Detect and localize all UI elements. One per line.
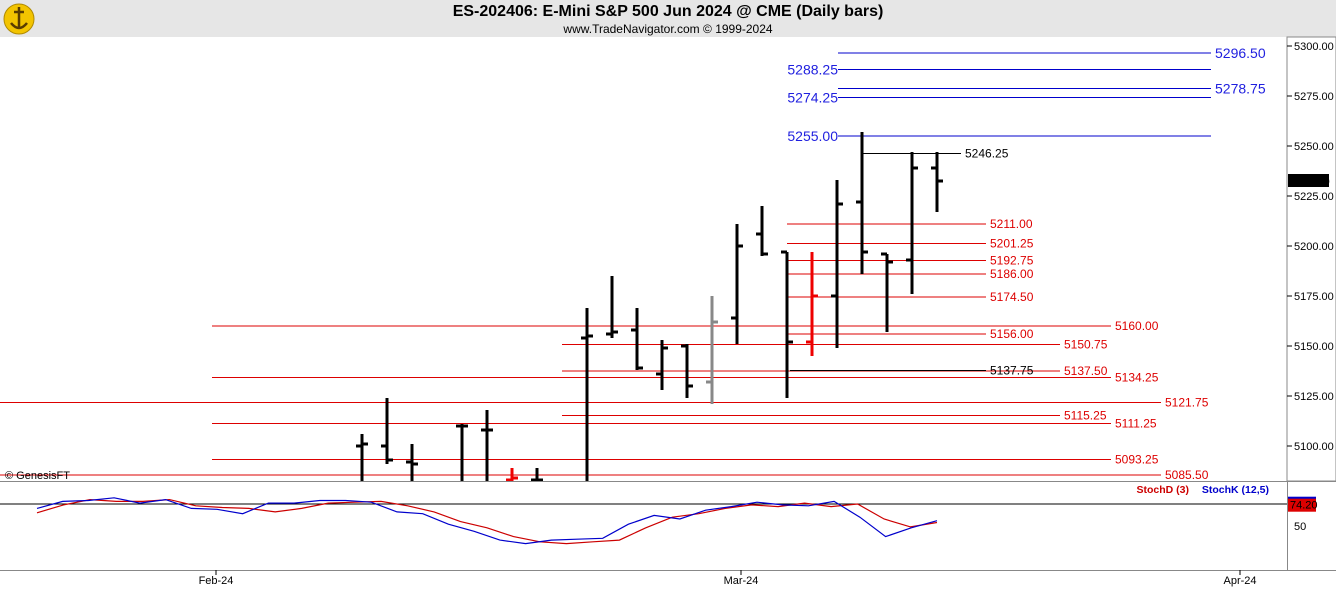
price-bar	[481, 410, 493, 481]
price-tick-label: 5200.00	[1294, 241, 1334, 253]
reference-label: 5246.25	[965, 147, 1009, 161]
price-bar	[906, 152, 918, 294]
price-bar	[631, 308, 643, 370]
resistance-label: 5296.50	[1215, 45, 1266, 61]
price-bar	[606, 276, 618, 338]
support-label: 5134.25	[1115, 371, 1159, 385]
time-tick-label: Apr-24	[1223, 575, 1256, 587]
resistance-label: 5278.75	[1215, 81, 1266, 97]
price-bar	[781, 250, 793, 398]
price-bar	[681, 344, 693, 398]
support-label: 5201.25	[990, 237, 1034, 251]
resistance-label: 5288.25	[787, 62, 838, 78]
support-label: 5121.75	[1165, 396, 1209, 410]
support-label: 5093.25	[1115, 453, 1159, 467]
price-bar	[731, 224, 743, 344]
price-tick-label: 5300.00	[1294, 41, 1334, 53]
support-label: 5156.00	[990, 327, 1034, 341]
last-price-label: 5232.50	[1290, 176, 1330, 188]
support-label: 5150.75	[1064, 338, 1108, 352]
stochastic-tick-label: 50	[1294, 521, 1306, 533]
reference-label: 5137.75	[990, 364, 1034, 378]
price-bar	[406, 444, 418, 481]
price-bar	[506, 468, 518, 482]
price-tick-label: 5275.00	[1294, 91, 1334, 103]
price-bar	[881, 252, 893, 332]
time-axis: Feb-24 Mar-24 Apr-24	[0, 570, 1336, 587]
price-tick-label: 5175.00	[1294, 291, 1334, 303]
support-label: 5111.25	[1115, 417, 1157, 431]
price-bar	[456, 424, 468, 481]
stochastic-value-label: 74.20	[1290, 500, 1318, 512]
price-tick-label: 5150.00	[1294, 341, 1334, 353]
price-tick-label: 5125.00	[1294, 391, 1334, 403]
watermark: © GenesisFT	[5, 470, 70, 482]
support-label: 5186.00	[990, 267, 1034, 281]
stochastic-panel: 50 74.20	[0, 481, 1318, 571]
price-bar	[381, 398, 393, 464]
price-tick-label: 5225.00	[1294, 191, 1334, 203]
price-axis-frame	[1286, 36, 1336, 482]
price-tick-label: 5100.00	[1294, 441, 1334, 453]
last-price-badge	[1288, 174, 1329, 187]
time-tick-label: Mar-24	[724, 575, 759, 587]
legend-stoch-d: StochD (3)	[1137, 484, 1190, 496]
support-label: 5192.75	[990, 254, 1034, 268]
support-label: 5137.50	[1064, 364, 1108, 378]
chart-subtitle: www.TradeNavigator.com © 1999-2024	[563, 22, 773, 36]
support-label: 5174.50	[990, 290, 1034, 304]
stochastic-value-badge	[1288, 498, 1316, 512]
price-bars	[356, 132, 943, 482]
price-bar	[706, 296, 718, 404]
price-bar	[356, 434, 368, 481]
horizontal-levels: 5296.50 5288.25 5278.75 5274.25 5255.00 5211.…	[0, 45, 1266, 482]
stoch-k-line	[36, 497, 938, 545]
support-label: 5115.25	[1064, 409, 1107, 423]
time-tick-label: Feb-24	[199, 575, 234, 587]
resistance-label: 5255.00	[787, 128, 838, 144]
price-bar	[531, 468, 543, 482]
support-label: 5085.50	[1165, 468, 1209, 482]
price-bar	[656, 340, 668, 390]
legend-stoch-k: StochK (12,5)	[1202, 484, 1269, 496]
price-bar	[756, 206, 768, 256]
stoch-d-line	[36, 498, 938, 545]
price-axis: 5300.00 5275.00 5250.00 5225.00 5200.00 5175.…	[0, 36, 1336, 482]
price-bar	[806, 252, 818, 356]
price-bar	[856, 132, 868, 274]
resistance-label: 5274.25	[787, 90, 838, 106]
price-bar	[581, 308, 593, 481]
chart-title: ES-202406: E-Mini S&P 500 Jun 2024 @ CME…	[452, 3, 884, 20]
trade-navigator-logo-icon	[3, 3, 35, 35]
price-bar	[931, 152, 943, 212]
support-label: 5211.00	[990, 217, 1033, 231]
price-tick-label: 5250.00	[1294, 141, 1334, 153]
price-bar	[831, 180, 843, 348]
support-label: 5160.00	[1115, 319, 1159, 333]
chart-header: ES-202406: E-Mini S&P 500 Jun 2024 @ CME…	[0, 0, 1336, 37]
